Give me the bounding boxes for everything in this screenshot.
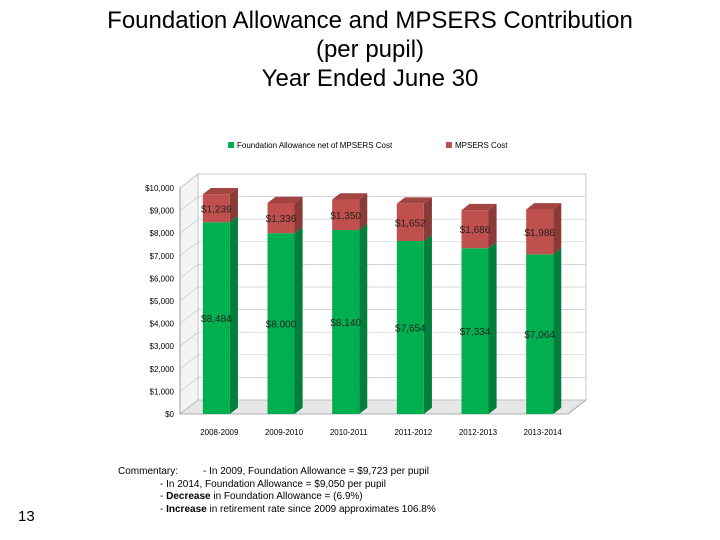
bar-side-foundation: [229, 215, 238, 414]
y-tick-label: $9,000: [150, 207, 175, 216]
gridline: [179, 309, 586, 324]
legend-swatch-foundation: [228, 142, 234, 148]
commentary: Commentary: - In 2009, Foundation Allowan…: [118, 466, 436, 515]
chart-floor: [178, 399, 588, 415]
gridline: [179, 196, 586, 211]
commentary-line-3: in Foundation Allowance = (6.9%): [210, 491, 363, 502]
data-label: $7,334: [460, 327, 491, 338]
data-label: $7,654: [395, 324, 426, 335]
bar-foundation: [526, 254, 554, 414]
data-label: $1,686: [460, 225, 491, 236]
gridline: [179, 331, 586, 347]
gridline: [179, 264, 586, 279]
legend-label-foundation: Foundation Allowance net of MPSERS Cost: [237, 141, 393, 150]
chart-legend: Foundation Allowance net of MPSERS Cost M…: [228, 141, 508, 150]
y-tick-label: $6,000: [150, 274, 175, 283]
y-tick-label: $2,000: [150, 365, 175, 374]
data-label: $1,239: [201, 204, 232, 215]
gridline: [179, 241, 586, 257]
x-tick-label: 2011-2012: [394, 428, 432, 437]
y-tick-label: $8,000: [150, 229, 175, 238]
bar-foundation: [461, 248, 489, 414]
bar-mpsers: [396, 203, 424, 242]
bar-side-foundation: [488, 241, 497, 414]
bar-top: [267, 196, 303, 204]
gridline: [179, 218, 586, 234]
title-line-2: (per pupil): [315, 36, 425, 63]
y-tick-label: $7,000: [150, 252, 175, 261]
data-label: $1,652: [395, 218, 426, 229]
bar-foundation: [396, 241, 424, 414]
bar-mpsers: [202, 194, 230, 223]
x-tick-label: 2010-2011: [330, 428, 368, 437]
y-axis: $0 $1,000 $2,000 $3,000 $4,000 $5,000 $6,000 $7…: [145, 184, 181, 419]
legend-label-mpsers: MPSERS Cost: [455, 141, 508, 150]
bar-foundation: [267, 233, 295, 414]
gridline: [179, 354, 586, 370]
commentary-lead: Commentary:: [118, 466, 179, 477]
data-label: $1,350: [330, 211, 361, 222]
slide-title: Foundation Allowance and MPSERS Contribu…: [20, 6, 720, 93]
bar-top: [202, 187, 238, 195]
data-label: $7,064: [524, 330, 555, 341]
bar-side-foundation: [423, 234, 432, 414]
page-number: 13: [18, 508, 35, 525]
commentary-line-1: - In 2009, Foundation Allowance = $9,723…: [203, 466, 429, 477]
commentary-line-4: in retirement rate since 2009 approximat…: [206, 503, 436, 515]
commentary-decrease-label: Decrease: [166, 491, 211, 502]
legend-swatch-mpsers: [446, 142, 452, 148]
bar-side-mpsers: [294, 196, 303, 234]
bar-mpsers: [461, 210, 489, 249]
y-tick-label: $1,000: [150, 387, 175, 396]
bar-side-mpsers: [229, 187, 238, 223]
data-label: $1,986: [524, 228, 555, 239]
bar-mpsers: [267, 203, 295, 234]
bar-top: [332, 193, 368, 200]
bar-top: [526, 203, 562, 210]
x-tick-label: 2012-2013: [459, 428, 498, 437]
bar-foundation: [202, 222, 230, 414]
bar-foundation: [332, 230, 360, 414]
gridline: [179, 399, 586, 415]
title-line-3: Year Ended June 30: [261, 65, 479, 92]
bar-top: [461, 203, 497, 211]
bar-mpsers: [526, 209, 554, 255]
x-axis: 2008-2009 2009-2010 2010-2011 2011-2012 2012…: [200, 428, 562, 437]
y-tick-label: $0: [165, 410, 174, 419]
bar-side-foundation: [553, 248, 562, 414]
y-tick-label: $5,000: [150, 297, 175, 306]
y-tick-label: $10,000: [145, 184, 174, 193]
data-label: $1,336: [266, 214, 297, 225]
commentary-increase-label: Increase: [166, 503, 207, 515]
bar-side-foundation: [294, 226, 303, 414]
title-line-1: Foundation Allowance and MPSERS Contribu…: [107, 7, 633, 34]
bar-side-mpsers: [553, 203, 562, 255]
data-label: $8,000: [266, 320, 297, 331]
x-tick-label: 2008-2009: [200, 428, 239, 437]
bars-group: $8,484 $1,239 $8,000 $1,336 $8,140 $1,350 $7,6…: [201, 187, 562, 414]
bar-side-mpsers: [488, 203, 497, 249]
x-tick-label: 2013-2014: [524, 428, 563, 437]
data-label: $8,484: [201, 314, 232, 325]
gridline: [179, 286, 586, 302]
chart-grid: [178, 173, 588, 415]
gridline: [179, 377, 586, 392]
y-tick-label: $4,000: [150, 320, 175, 329]
x-tick-label: 2009-2010: [265, 428, 304, 437]
bar-side-mpsers: [359, 193, 368, 231]
bar-side-foundation: [359, 223, 368, 414]
gridline: [179, 173, 586, 189]
bar-mpsers: [332, 199, 360, 231]
bar-top: [396, 197, 432, 204]
commentary-line-2: - In 2014, Foundation Allowance = $9,050…: [160, 478, 386, 490]
y-tick-label: $3,000: [150, 342, 175, 351]
bar-side-mpsers: [423, 197, 432, 242]
data-label: $8,140: [330, 318, 361, 329]
